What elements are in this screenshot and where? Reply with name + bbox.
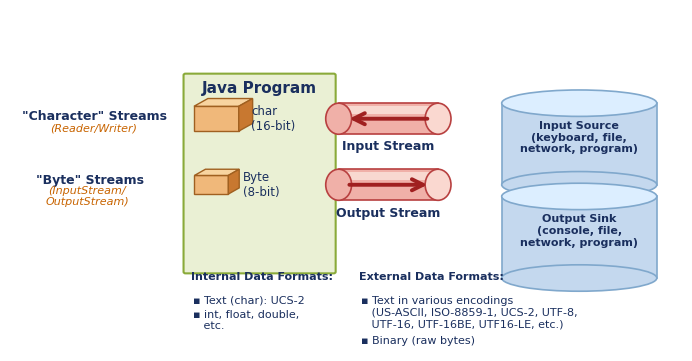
FancyBboxPatch shape [183,74,336,273]
Text: (InputStream/
OutputStream): (InputStream/ OutputStream) [45,186,129,207]
Text: Java Program: Java Program [202,82,317,96]
Bar [338,169,438,200]
Ellipse shape [502,171,657,198]
Bar [338,171,438,180]
Ellipse shape [502,90,657,116]
Text: ▪ Text in various encodings
   (US-ASCII, ISO-8859-1, UCS-2, UTF-8,
   UTF-16, U: ▪ Text in various encodings (US-ASCII, I… [361,296,577,329]
Bar [502,196,657,278]
Bar [338,105,438,114]
Text: Byte
(8-bit): Byte (8-bit) [243,171,280,199]
Ellipse shape [425,169,451,200]
Text: ▪ int, float, double,
   etc.: ▪ int, float, double, etc. [194,310,300,331]
Ellipse shape [425,103,451,134]
Text: Input Source
(keyboard, file,
network, program): Input Source (keyboard, file, network, p… [520,121,638,155]
Text: ▪ Text (char): UCS-2: ▪ Text (char): UCS-2 [194,296,305,306]
Bar [338,103,438,134]
Ellipse shape [326,169,352,200]
Text: (Reader/Writer): (Reader/Writer) [51,123,138,133]
Text: Input Stream: Input Stream [342,140,435,153]
Ellipse shape [502,183,657,210]
Text: Internal Data Formats:: Internal Data Formats: [192,272,334,282]
Text: ▪ Binary (raw bytes): ▪ Binary (raw bytes) [361,336,475,346]
Polygon shape [228,169,239,194]
Text: Output Stream: Output Stream [336,206,441,219]
Polygon shape [194,169,239,175]
Polygon shape [194,99,253,106]
Text: "Byte" Streams: "Byte" Streams [36,174,144,187]
Text: External Data Formats:: External Data Formats: [358,272,503,282]
Text: char
(16-bit): char (16-bit) [251,105,295,133]
Text: "Character" Streams: "Character" Streams [21,110,167,123]
Ellipse shape [326,103,352,134]
Polygon shape [239,99,253,131]
Ellipse shape [502,265,657,291]
Bar [502,103,657,185]
Bar [194,175,228,194]
Bar [194,106,239,131]
Text: Output Sink
(console, file,
network, program): Output Sink (console, file, network, pro… [520,214,638,248]
